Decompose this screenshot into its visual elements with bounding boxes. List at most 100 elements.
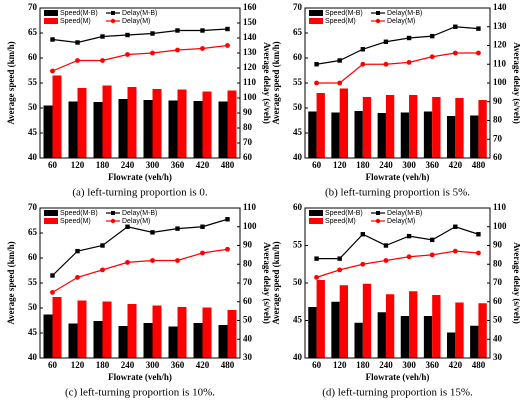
bar (423, 111, 433, 158)
marker (75, 248, 80, 254)
legend-marker (375, 18, 381, 24)
marker (100, 267, 105, 273)
marker (429, 54, 435, 60)
x-axis-title: Flowrate (veh/h) (366, 372, 430, 382)
y2-tick-label: 100 (493, 77, 507, 87)
y-tick-label: 45 (28, 127, 38, 137)
bar (193, 101, 203, 158)
legend-marker (111, 11, 115, 15)
marker (452, 248, 458, 254)
marker (314, 80, 319, 86)
marker (175, 28, 180, 33)
bar (470, 325, 479, 358)
marker (150, 230, 155, 235)
bar (362, 97, 372, 158)
bar (308, 307, 317, 358)
bar (423, 316, 433, 358)
y2-axis-title: Average delay (s/veh) (262, 242, 272, 324)
caption: (b) left-turning proportion is 5%. (325, 187, 470, 199)
marker (125, 224, 130, 229)
y2-tick-label: 60 (243, 296, 253, 306)
marker (200, 28, 205, 33)
x-axis-title: Flowrate (veh/h) (108, 172, 172, 182)
bar (331, 301, 340, 358)
bar (377, 312, 386, 358)
x-tick-label: 60 (48, 360, 58, 370)
bar (339, 88, 349, 158)
legend-label: Delay(M-B) (122, 10, 157, 17)
y-tick-label: 60 (28, 52, 38, 62)
bar (68, 323, 78, 358)
marker (406, 59, 412, 65)
bar (227, 90, 237, 158)
marker (50, 289, 55, 295)
marker (383, 39, 389, 44)
x-tick-label: 60 (48, 160, 58, 170)
bar (455, 98, 464, 158)
y-tick-label: 70 (293, 2, 303, 12)
y-tick-label: 65 (293, 27, 303, 37)
legend-swatch (309, 210, 323, 216)
y2-tick-label: 70 (243, 137, 253, 147)
line (52, 248, 228, 293)
marker (429, 237, 435, 243)
marker (406, 254, 412, 260)
legend-swatch (309, 10, 323, 16)
x-axis-title: Flowrate (veh/h) (108, 372, 172, 382)
y-tick-label: 60 (293, 202, 303, 212)
marker (50, 37, 55, 42)
y-tick-label: 55 (293, 77, 303, 87)
y-tick-label: 40 (293, 152, 303, 162)
y-tick-label: 50 (28, 102, 38, 112)
marker (200, 46, 205, 51)
y-tick-label: 70 (28, 202, 38, 212)
bar (118, 99, 128, 158)
x-tick-label: 480 (221, 160, 235, 170)
y-axis-title: Average speed (km/h) (6, 41, 16, 124)
y2-tick-label: 150 (243, 17, 257, 27)
bar (127, 304, 137, 358)
y-tick-label: 60 (28, 252, 38, 262)
x-tick-label: 180 (96, 360, 110, 370)
legend-marker (376, 11, 380, 15)
bar (52, 297, 62, 358)
y-tick-label: 55 (28, 277, 38, 287)
y2-tick-label: 130 (243, 47, 257, 57)
marker (453, 24, 458, 29)
marker (150, 31, 155, 36)
marker (125, 259, 130, 265)
y2-tick-label: 90 (243, 240, 253, 250)
marker (337, 256, 342, 261)
x-tick-label: 420 (196, 160, 210, 170)
x-tick-label: 300 (402, 160, 416, 170)
bar (432, 97, 441, 158)
bar (316, 93, 325, 158)
marker (75, 40, 80, 45)
legend-label: Delay(M-B) (387, 210, 422, 217)
line (316, 250, 479, 278)
y2-tick-label: 70 (493, 133, 503, 143)
marker (360, 261, 366, 267)
marker (476, 26, 481, 31)
marker (150, 50, 155, 56)
marker (383, 243, 389, 248)
legend-label: Delay(M) (122, 18, 150, 25)
bar (400, 112, 410, 158)
y2-tick-label: 80 (493, 115, 503, 125)
marker (125, 32, 130, 38)
y2-tick-label: 60 (493, 152, 503, 162)
y2-tick-label: 80 (493, 258, 503, 268)
x-tick-label: 120 (333, 360, 347, 370)
bar (331, 112, 340, 158)
marker (175, 258, 180, 263)
x-tick-label: 300 (146, 160, 160, 170)
y2-tick-label: 50 (493, 315, 503, 325)
legend-marker (376, 211, 380, 215)
plot-frame (304, 7, 491, 159)
x-tick-label: 360 (171, 160, 185, 170)
bar (409, 291, 418, 358)
bar (446, 332, 456, 358)
marker (383, 258, 389, 263)
x-tick-label: 300 (146, 360, 160, 370)
